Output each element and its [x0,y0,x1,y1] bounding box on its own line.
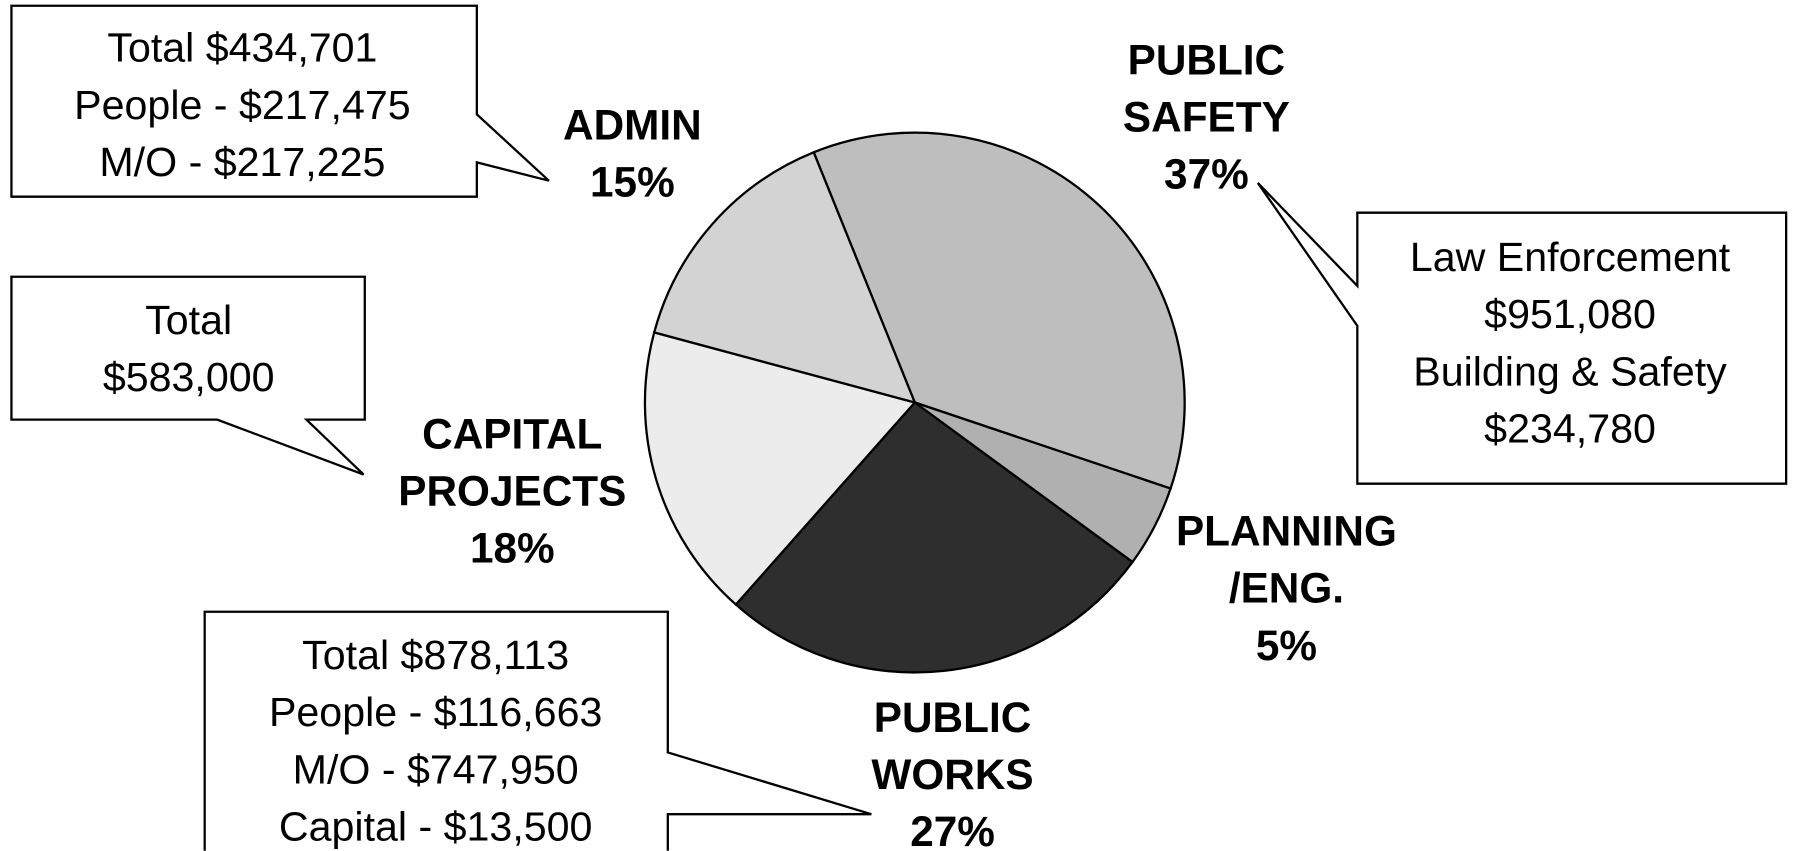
pie-slice [652,150,917,405]
category-label: PUBLIC SAFETY [1122,36,1290,141]
annotation-line: Total [145,296,233,344]
slice-label: PUBLIC SAFETY 37% [1035,32,1378,204]
category-label: CAPITAL PROJECTS [398,410,627,515]
pie-slice [734,400,1135,674]
annotation-line: People - $116,663 [268,688,603,736]
category-label: ADMIN [563,101,702,149]
percent-label: 18% [469,524,555,572]
annotation-line: $951,080 [1484,290,1656,338]
annotation-line: M/O - $217,225 [99,138,386,186]
slice-label: ADMIN 15% [461,97,804,211]
pie [643,131,1186,674]
annotation-line: Law Enforcement [1409,233,1731,281]
pie-slice [643,330,917,607]
percent-label: 5% [1255,622,1318,669]
callout-box [10,4,550,198]
annotation-line: Total $434,701 [107,24,378,71]
slice-label: PLANNING /ENG. 5% [1115,503,1458,675]
percent-label: 37% [1164,150,1249,198]
annotation-line: $234,780 [1484,404,1656,452]
callout-box [1256,182,1788,485]
annotation-line: M/O - $747,950 [292,745,579,793]
callouts [10,4,1788,851]
pie-slice [812,131,1186,490]
slice-label: PUBLIC WORKS 27% [781,690,1124,851]
slice-label: CAPITAL PROJECTS 18% [341,406,684,578]
category-label: PLANNING /ENG. [1175,507,1397,612]
callout-box [203,610,872,851]
annotation-line: People - $217,475 [74,81,411,129]
callout-box [10,275,366,476]
annotation-line: Building & Safety [1413,347,1727,395]
category-label: PUBLIC WORKS [871,694,1034,799]
percent-label: 15% [590,158,675,206]
percent-label: 27% [910,808,995,851]
annotation-line: $583,000 [102,353,275,401]
annotation-line: Capital - $13,500 [278,802,593,850]
annotation-line: Total $878,113 [302,631,570,679]
